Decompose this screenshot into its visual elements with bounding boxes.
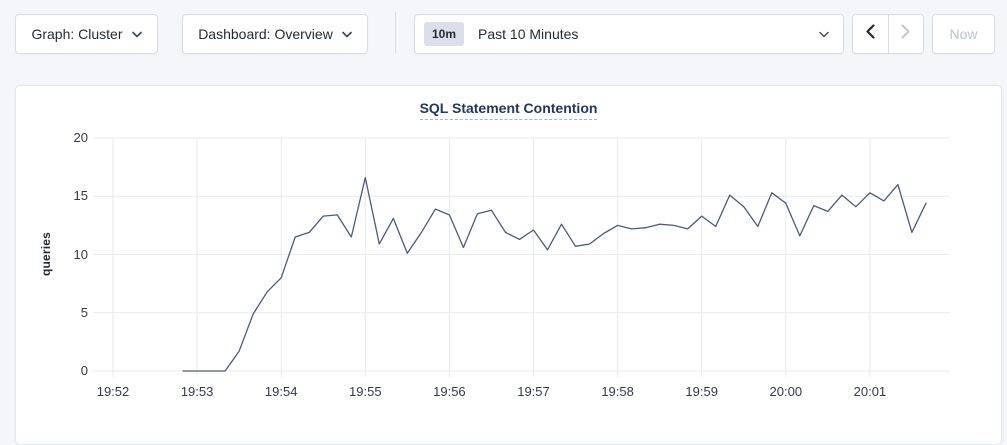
now-button-label: Now xyxy=(949,26,978,42)
x-tick-label: 20:01 xyxy=(853,384,887,399)
chevron-down-icon xyxy=(819,31,829,38)
chart-title[interactable]: SQL Statement Contention xyxy=(419,100,598,120)
x-tick-label: 19:54 xyxy=(264,384,298,399)
time-back-button[interactable] xyxy=(853,15,888,53)
time-range-label: Past 10 Minutes xyxy=(478,26,579,42)
x-tick-label: 19:59 xyxy=(685,384,718,399)
chevron-down-icon xyxy=(342,31,352,38)
chevron-left-icon xyxy=(866,24,875,44)
chart-plot-region[interactable] xyxy=(93,137,950,378)
dashboard-dropdown[interactable]: Dashboard: Overview xyxy=(182,14,368,54)
toolbar-divider xyxy=(395,12,396,54)
series-line-queries xyxy=(182,176,927,372)
time-range-badge: 10m xyxy=(424,22,465,46)
chevron-down-icon xyxy=(131,31,142,38)
dashboard-dropdown-label: Dashboard: Overview xyxy=(198,26,333,42)
chart-panel: SQL Statement Contention queries 0 5 10 15 2… xyxy=(15,85,1002,445)
time-forward-button[interactable] xyxy=(887,15,924,53)
graph-dropdown-label: Graph: Cluster xyxy=(31,26,123,42)
y-tick-label: 5 xyxy=(80,304,88,320)
time-nav-group xyxy=(852,14,924,54)
x-tick-label: 19:56 xyxy=(433,384,466,399)
chart-title-row: SQL Statement Contention xyxy=(16,100,1001,120)
y-tick-label: 20 xyxy=(73,130,88,145)
x-tick-label: 19:55 xyxy=(349,384,382,399)
x-tick-label: 20:00 xyxy=(769,384,803,399)
line-chart[interactable] xyxy=(93,137,950,378)
x-tick-label: 19:57 xyxy=(517,384,550,399)
x-tick-label: 19:52 xyxy=(96,384,130,399)
graph-dropdown[interactable]: Graph: Cluster xyxy=(15,14,158,54)
x-tick-label: 19:53 xyxy=(180,384,214,399)
time-range-dropdown[interactable]: 10m Past 10 Minutes xyxy=(414,14,844,54)
y-tick-label: 15 xyxy=(73,188,88,204)
chevron-right-icon xyxy=(901,24,910,44)
now-button[interactable]: Now xyxy=(932,14,995,54)
y-tick-label: 0 xyxy=(80,363,88,378)
y-tick-label: 10 xyxy=(73,246,88,262)
x-tick-label: 19:58 xyxy=(601,384,634,399)
